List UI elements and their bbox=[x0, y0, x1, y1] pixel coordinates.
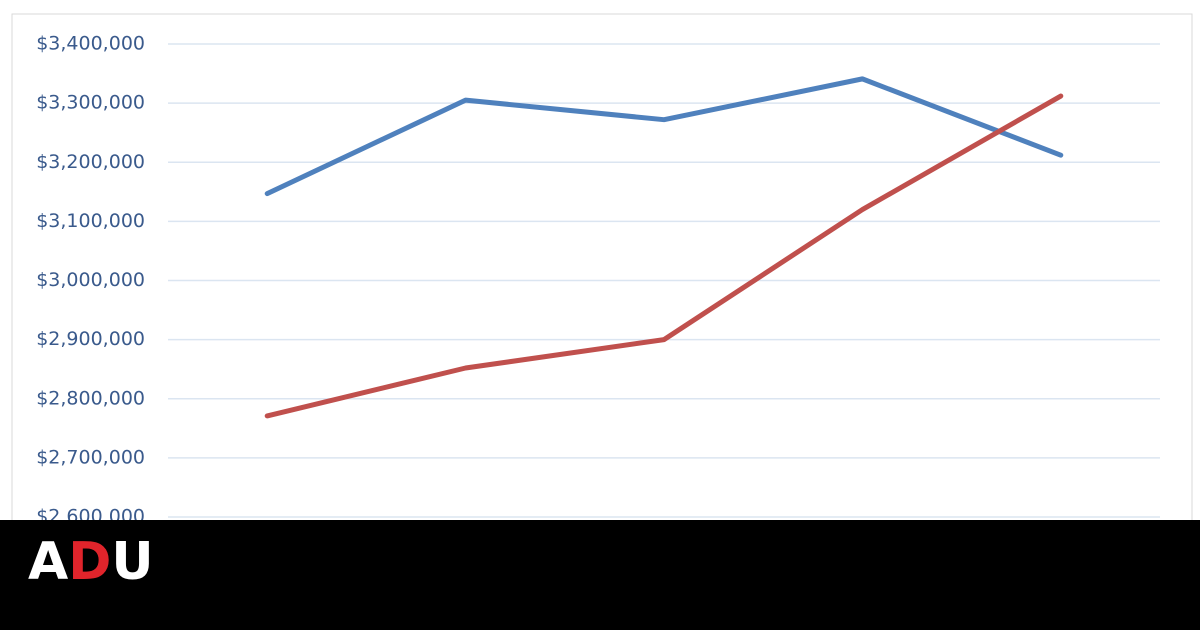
series-line bbox=[264, 76, 1064, 197]
logo-letter: A bbox=[28, 532, 68, 592]
y-tick-label: $3,000,000 bbox=[36, 269, 145, 291]
y-tick-label: $2,800,000 bbox=[36, 387, 145, 409]
y-tick-label: $3,300,000 bbox=[36, 92, 145, 114]
logo-letter: D bbox=[68, 532, 111, 592]
y-tick-label: $3,100,000 bbox=[36, 210, 145, 232]
brand-banner bbox=[0, 520, 1200, 630]
plot-area: $2,600,000$2,700,000$2,800,000$2,900,000… bbox=[36, 33, 1160, 528]
logo-letter: U bbox=[111, 532, 153, 592]
y-tick-label: $2,700,000 bbox=[36, 446, 145, 468]
chart-frame bbox=[11, 13, 1193, 545]
series-line bbox=[264, 93, 1064, 419]
brand-logo: ADU bbox=[28, 532, 154, 592]
y-tick-label: $3,200,000 bbox=[36, 151, 145, 173]
y-tick-label: $2,900,000 bbox=[36, 328, 145, 350]
y-tick-label: $3,400,000 bbox=[36, 33, 145, 55]
